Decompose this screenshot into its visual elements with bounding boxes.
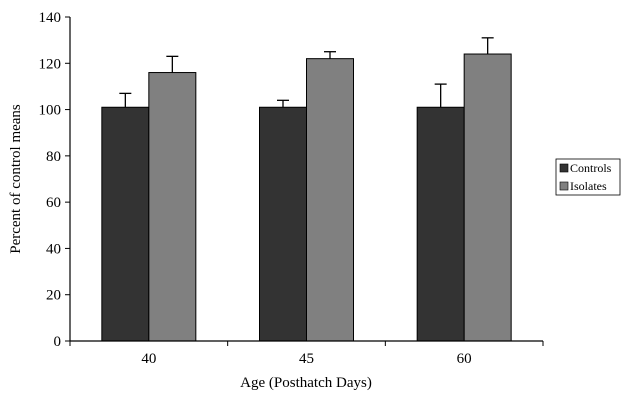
legend-label-isolates: Isolates <box>570 179 607 193</box>
y-axis-title: Percent of control means <box>8 104 24 254</box>
bar-isolates-45 <box>306 58 354 342</box>
x-tick-label: 45 <box>299 351 314 367</box>
bar-isolates-60 <box>463 53 512 342</box>
bar-controls-40 <box>101 106 150 342</box>
legend-label-controls: Controls <box>570 161 612 175</box>
y-tick-label: 20 <box>46 288 61 304</box>
legend: Controls Isolates <box>555 158 621 196</box>
y-tick-label: 60 <box>46 195 61 211</box>
bar-controls-60 <box>416 106 465 342</box>
legend-swatch-isolates <box>559 181 569 191</box>
x-tick-label: 40 <box>141 351 156 367</box>
bar-controls-45 <box>259 106 307 342</box>
y-tick-label: 80 <box>46 149 61 165</box>
y-tick-label: 40 <box>46 241 61 257</box>
x-tick-label: 60 <box>457 351 472 367</box>
legend-swatch-controls <box>559 163 569 173</box>
error-bars <box>119 37 494 108</box>
y-axis-ticks: 0 20 40 60 80 100 120 140 <box>39 10 70 350</box>
bar-isolates-40 <box>148 72 197 342</box>
bars <box>101 53 512 342</box>
y-tick-label: 100 <box>39 103 62 119</box>
x-axis-title: Age (Posthatch Days) <box>240 375 372 391</box>
y-tick-label: 120 <box>39 56 62 72</box>
x-axis-ticks: 40 45 60 <box>69 341 544 367</box>
y-tick-label: 0 <box>54 334 62 350</box>
y-tick-label: 140 <box>39 10 62 26</box>
